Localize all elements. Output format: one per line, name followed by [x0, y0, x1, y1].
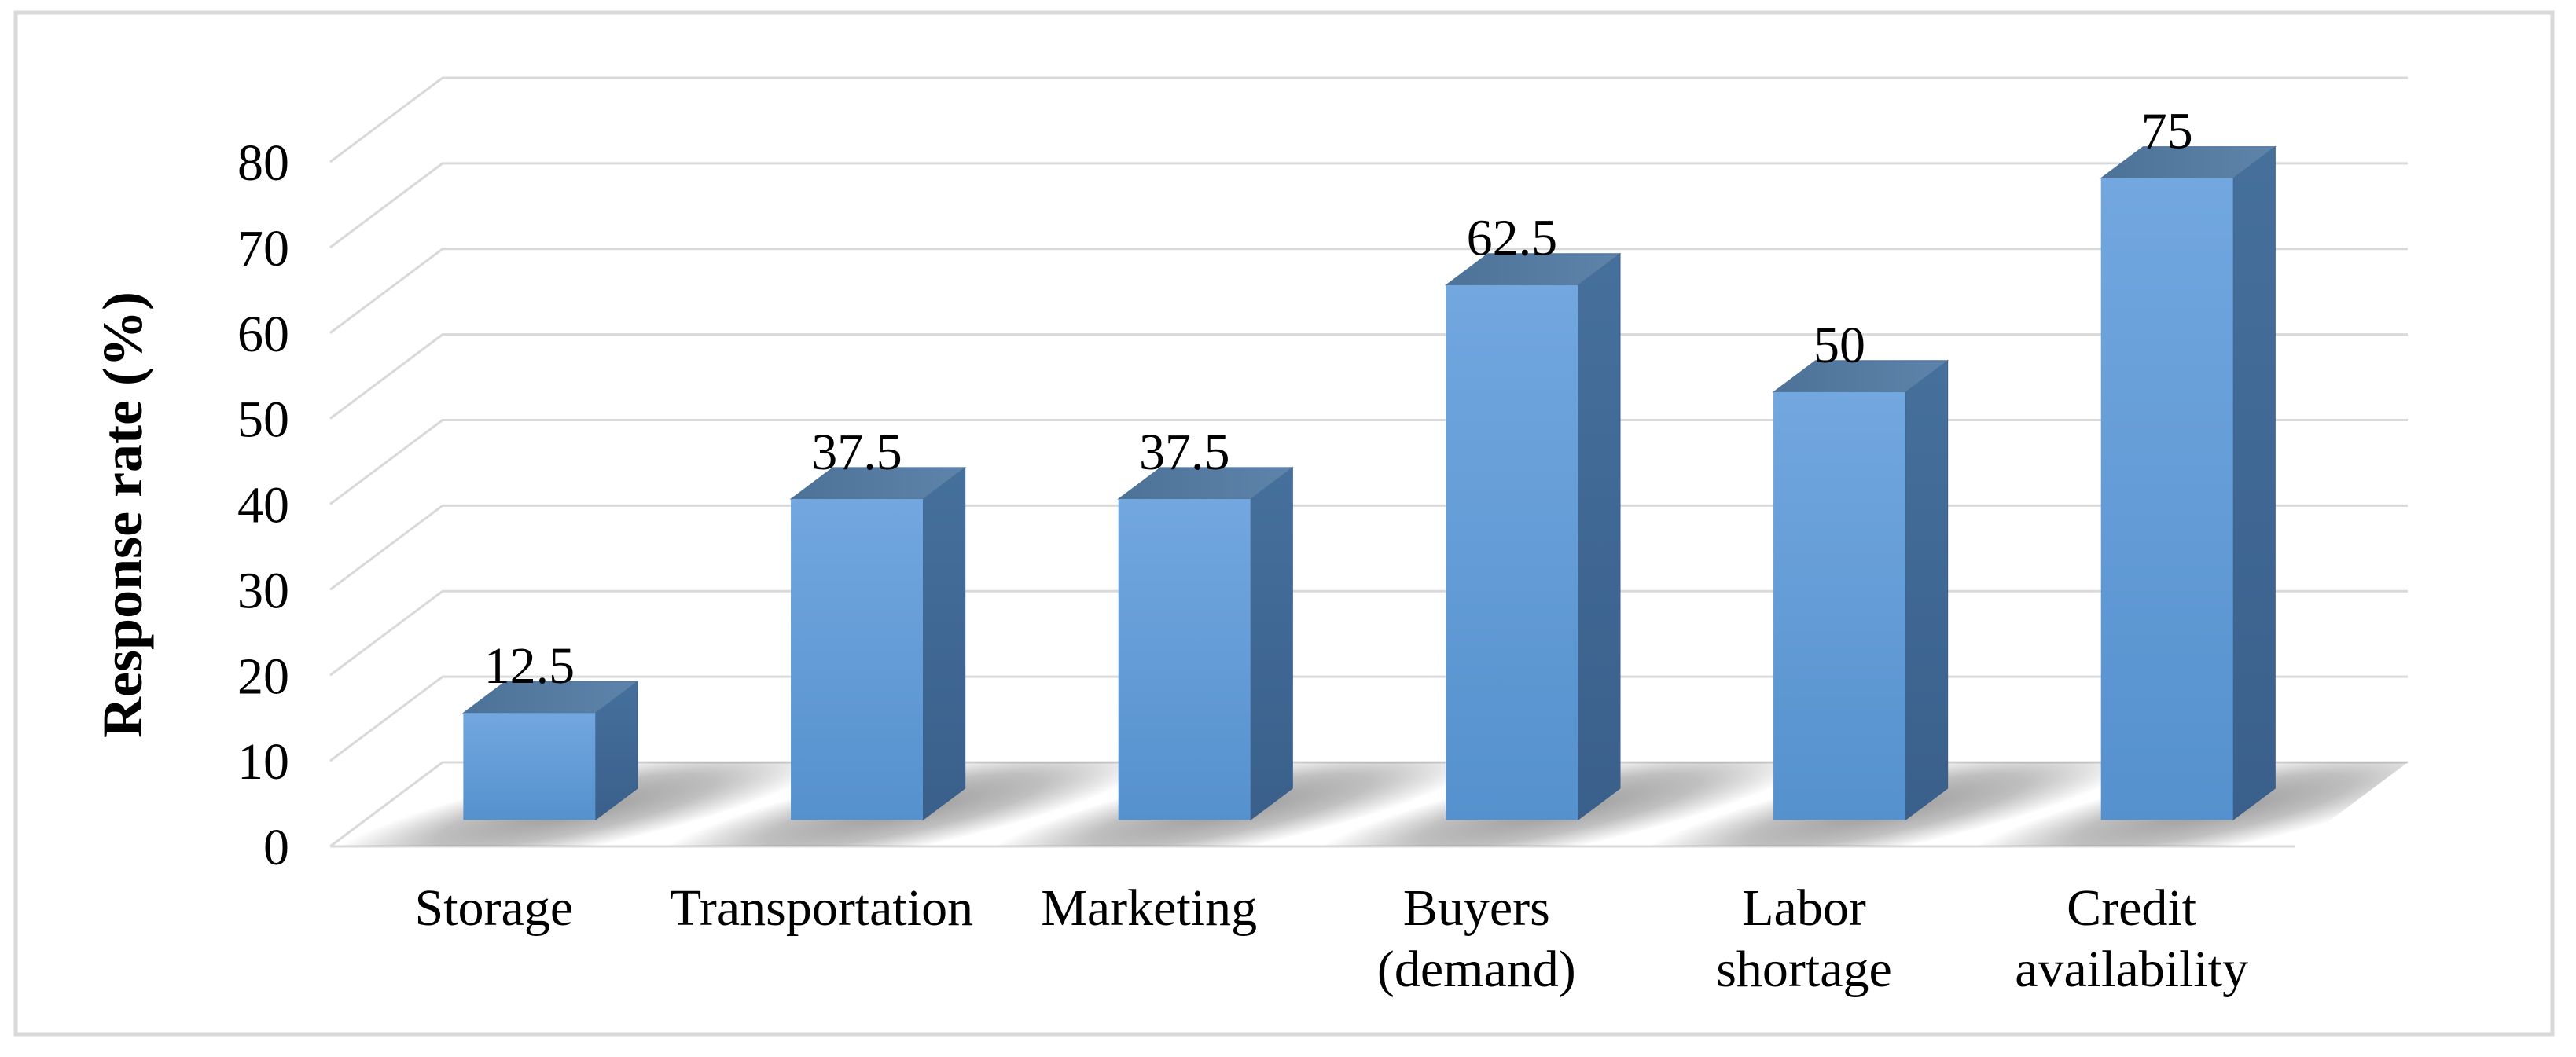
y-tick-label-10: 10 [237, 733, 289, 791]
data-label-credit-availability: 75 [2141, 103, 2193, 160]
gridline-70 [329, 162, 2408, 249]
category-label-transportation: Transportation [670, 879, 973, 937]
bar-side-face [2232, 145, 2276, 821]
category-label-marketing: Marketing [1041, 879, 1257, 937]
gridline-30 [329, 504, 2408, 591]
y-axis-title: Response rate (%) [91, 292, 154, 738]
bars [461, 145, 2277, 821]
y-axis-tick-labels: 0 10 20 30 40 50 60 70 80 [237, 134, 289, 876]
chart-border [13, 10, 2555, 1037]
category-label-credit-availability: Credit availability [2015, 879, 2248, 998]
bar-side-face [1250, 466, 1293, 821]
bar-side-face [1577, 252, 1621, 821]
bar-marketing [1117, 466, 1294, 821]
bar-front-face [2100, 178, 2233, 820]
y-tick-label-20: 20 [237, 648, 289, 705]
y-tick-label-40: 40 [237, 477, 289, 534]
gridline-80 [329, 76, 2408, 163]
data-label-labor-shortage: 50 [1813, 317, 1865, 374]
y-tick-label-50: 50 [237, 391, 289, 449]
gridline-60 [329, 248, 2408, 334]
bar-front-face [1118, 499, 1251, 820]
gridline-40 [329, 419, 2408, 505]
bar-labor-shortage [1772, 359, 1949, 821]
bar-buyers-demand- [1444, 252, 1622, 821]
bar-front-face [1773, 391, 1906, 820]
bar-storage [461, 681, 639, 821]
bar-credit-availability [2100, 145, 2277, 821]
data-label-storage: 12.5 [484, 637, 575, 695]
data-label-marketing: 37.5 [1139, 424, 1230, 481]
gridline-50 [329, 333, 2408, 420]
bar-front-face [791, 499, 924, 820]
bar-front-face [1446, 284, 1578, 820]
y-tick-label-70: 70 [237, 220, 289, 277]
data-label-transportation: 37.5 [811, 424, 902, 481]
gridlines [329, 76, 2408, 848]
bar-side-face [922, 466, 966, 821]
bar-front-face [463, 713, 596, 820]
data-labels: 12.5 37.5 37.5 62.5 50 75 [484, 103, 2193, 695]
category-labels: Storage Transportation Marketing Buyers (dem… [415, 879, 2249, 998]
bar-transportation [789, 466, 967, 821]
y-tick-label-80: 80 [237, 134, 289, 192]
y-tick-label-0: 0 [263, 819, 289, 876]
category-label-labor-shortage: Labor shortage [1716, 879, 1892, 998]
gridline-10 [329, 675, 2408, 762]
gridline-20 [329, 589, 2408, 677]
y-tick-label-60: 60 [237, 306, 289, 363]
category-label-storage: Storage [415, 879, 574, 937]
y-tick-label-30: 30 [237, 562, 289, 619]
category-label-buyers-demand-: Buyers (demand) [1377, 879, 1576, 998]
data-label-buyers-demand-: 62.5 [1467, 210, 1558, 267]
bar-side-face [1905, 359, 1949, 821]
